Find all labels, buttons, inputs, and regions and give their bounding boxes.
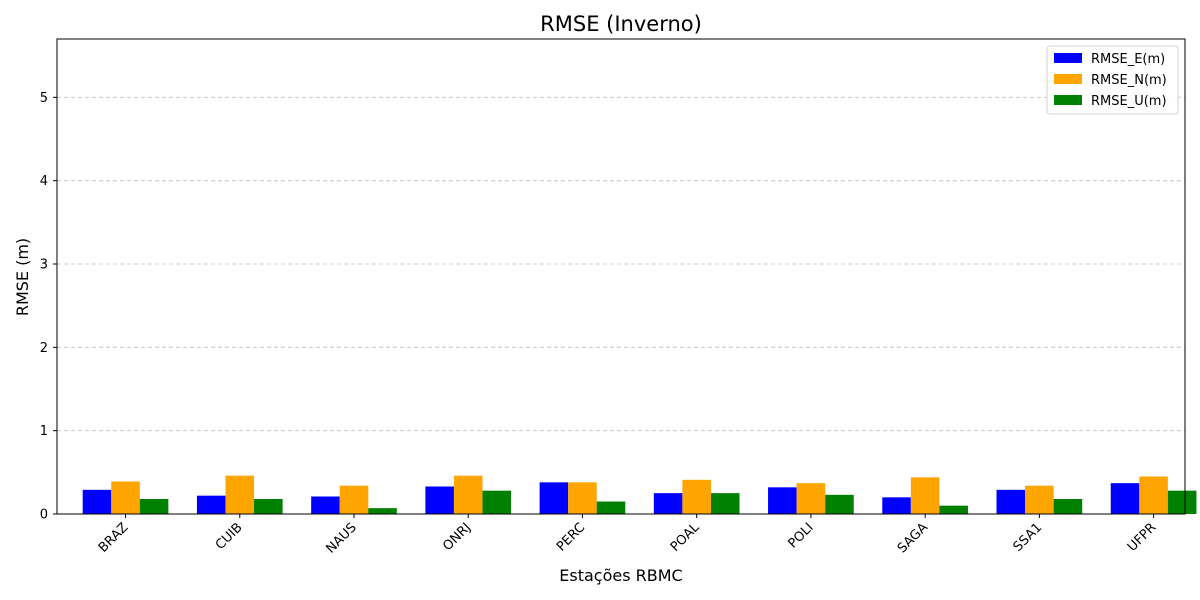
legend-swatch xyxy=(1054,95,1082,105)
x-tick-label: SSA1 xyxy=(1011,520,1046,555)
bar-rmse-n-m--ssa1 xyxy=(1025,485,1054,514)
chart-title: RMSE (Inverno) xyxy=(540,12,702,36)
x-axis: BRAZ CUIB NAUS ONRJ PERC POAL POLI SAGA SSA1 UFPR xyxy=(96,514,1160,557)
bar-rmse-n-m--braz xyxy=(111,481,140,514)
x-tick-label: UFPR xyxy=(1125,520,1160,555)
bar-rmse-n-m--saga xyxy=(910,477,940,514)
x-tick-label: PERC xyxy=(554,520,588,554)
legend-label: RMSE_U(m) xyxy=(1091,94,1167,109)
plot-frame xyxy=(56,38,1186,515)
bar-rmse-e-m--naus xyxy=(311,496,340,514)
bar-rmse-n-m--perc xyxy=(568,482,597,514)
bar-rmse-e-m--cuib xyxy=(196,495,226,514)
x-tick-label: POAL xyxy=(668,520,703,555)
legend-swatch xyxy=(1054,74,1082,84)
y-tick-label: 0 xyxy=(40,508,48,523)
x-tick-label: BRAZ xyxy=(96,520,132,556)
bar-rmse-n-m--ufpr xyxy=(1139,476,1168,514)
bar-rmse-u-m--ssa1 xyxy=(1053,499,1083,514)
bar-rmse-e-m--poli xyxy=(768,487,797,514)
gridlines xyxy=(57,96,1185,432)
y-tick-label: 4 xyxy=(40,174,48,189)
bar-rmse-n-m--poal xyxy=(682,479,711,514)
bar-rmse-u-m--cuib xyxy=(254,499,283,514)
x-axis-title: Estações RBMC xyxy=(559,566,682,585)
x-tick-label: NAUS xyxy=(323,520,359,556)
bar-rmse-n-m--naus xyxy=(339,485,369,514)
bar-rmse-u-m--saga xyxy=(939,505,968,514)
bar-rmse-n-m--onrj xyxy=(453,475,483,514)
bar-rmse-u-m--onrj xyxy=(482,490,512,514)
bar-rmse-e-m--ssa1 xyxy=(996,489,1026,514)
bar-rmse-u-m--perc xyxy=(596,501,626,514)
y-axis: 0 1 2 3 4 5 xyxy=(40,91,57,523)
legend-label: RMSE_N(m) xyxy=(1091,73,1167,88)
y-tick-label: 1 xyxy=(40,424,48,439)
bar-rmse-e-m--perc xyxy=(539,482,569,514)
x-tick-label: POLI xyxy=(786,520,817,551)
legend-label: RMSE_E(m) xyxy=(1091,52,1165,67)
bar-rmse-u-m--poal xyxy=(710,493,740,514)
bar-rmse-e-m--braz xyxy=(82,489,112,514)
bar-rmse-e-m--poal xyxy=(653,493,683,514)
bar-rmse-n-m--poli xyxy=(796,483,826,514)
bar-rmse-e-m--saga xyxy=(882,497,911,514)
bar-rmse-n-m--cuib xyxy=(225,475,255,514)
bar-rmse-u-m--naus xyxy=(368,508,397,514)
bar-rmse-u-m--braz xyxy=(139,499,169,514)
x-tick-label: SAGA xyxy=(895,520,931,556)
bar-rmse-e-m--onrj xyxy=(425,486,454,514)
bar-rmse-u-m--poli xyxy=(825,494,854,514)
bar-rmse-e-m--ufpr xyxy=(1110,483,1140,514)
legend-swatch xyxy=(1054,53,1082,63)
y-tick-label: 5 xyxy=(40,91,48,106)
y-tick-label: 3 xyxy=(40,258,48,273)
x-tick-label: ONRJ xyxy=(440,520,474,554)
bars xyxy=(82,475,1197,514)
y-tick-label: 2 xyxy=(40,341,48,356)
bar-rmse-u-m--ufpr xyxy=(1167,490,1197,514)
legend: RMSE_E(m) RMSE_N(m) RMSE_U(m) xyxy=(1046,45,1179,115)
x-tick-label: CUIB xyxy=(213,520,246,553)
y-axis-title: RMSE (m) xyxy=(13,238,32,316)
